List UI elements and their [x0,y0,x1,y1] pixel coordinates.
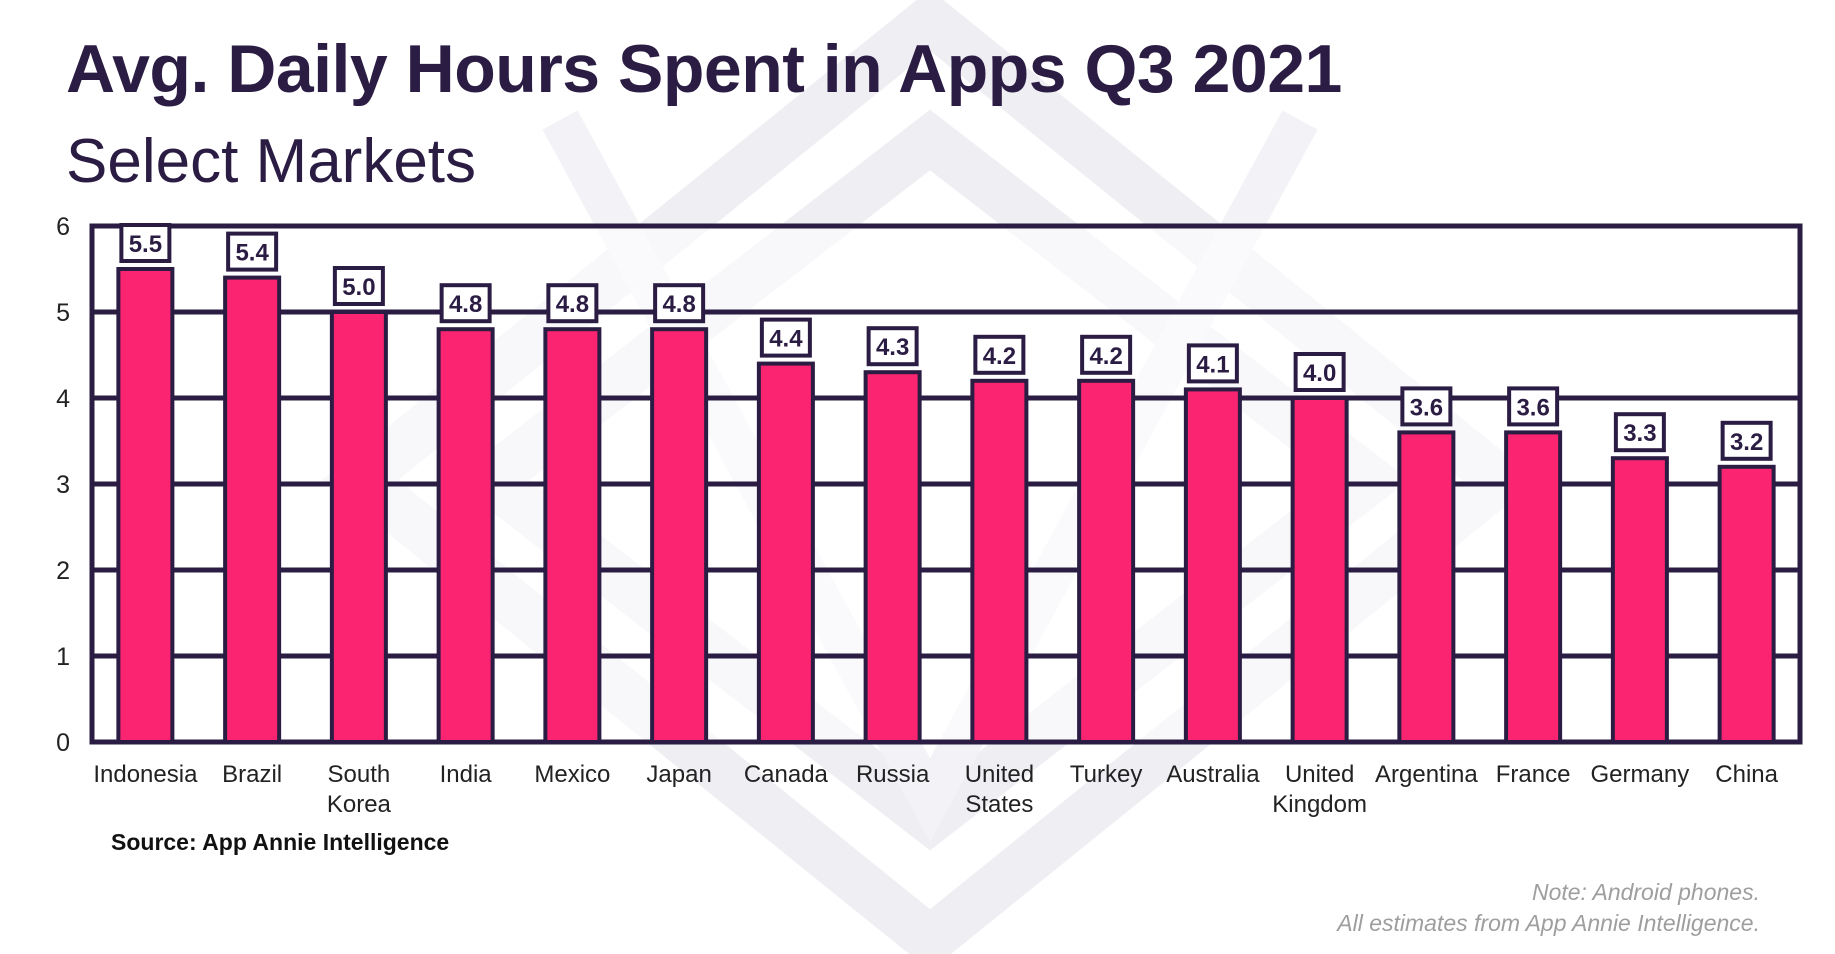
y-tick-label: 3 [56,471,70,499]
x-tick-label-line: Australia [1166,761,1260,788]
x-tick-label-line: Canada [744,761,829,788]
value-label-box [1400,386,1453,427]
x-tick-label-line: Korea [327,791,392,818]
bar [650,327,709,744]
x-tick-label: United Kingdom [1272,761,1367,818]
bar [970,378,1029,744]
y-tick-label: 2 [56,557,70,585]
x-tick-label-line: Kingdom [1272,791,1367,818]
bar [329,310,388,744]
value-label-box [653,283,706,324]
value-label: 4.8 [662,291,695,318]
x-tick-label-line: Germany [1591,761,1690,788]
x-tick-label-line: Mexico [534,761,610,788]
x-tick-label: Brazil [222,761,282,788]
value-label: 3.6 [1516,394,1549,421]
source-note: Source: App Annie Intelligence [111,829,450,855]
bar [1717,464,1776,744]
bar [1504,430,1563,744]
chart-title: Avg. Daily Hours Spent in Apps Q3 2021 [66,31,1342,107]
bar [1077,378,1136,744]
value-label-box [439,283,492,324]
x-tick-label: Mexico [534,761,610,788]
value-label-box [1720,420,1773,461]
chart-subtitle: Select Markets [66,127,477,196]
value-label-box [759,317,812,358]
x-tick-label-line: United [1285,761,1354,788]
value-label-box [1613,412,1666,453]
x-tick-label-line: Brazil [222,761,282,788]
y-tick-label: 5 [56,299,70,327]
x-tick-label-line: Indonesia [93,761,198,788]
note-line: Note: Android phones. [1531,879,1760,905]
value-label-box [1507,386,1560,427]
y-tick-label: 4 [56,385,70,413]
value-label-box [1293,352,1346,392]
x-tick-label: United States [965,761,1034,818]
x-tick-label-line: Argentina [1375,761,1478,788]
x-tick-label: Indonesia [93,761,198,788]
x-tick-label-line: United [965,761,1034,788]
value-label: 3.2 [1730,429,1763,456]
value-label: 4.1 [1196,351,1229,378]
note-line: All estimates from App Annie Intelligenc… [1337,910,1760,936]
value-label-box [973,334,1026,375]
value-label-box [546,283,599,324]
bar [1397,430,1456,744]
x-tick-label-line: France [1496,761,1571,788]
x-tick-label: China [1715,761,1778,788]
x-tick-label: Argentina [1375,761,1478,788]
x-tick-label: Turkey [1070,761,1142,788]
value-label: 4.4 [769,326,803,353]
x-tick-label-line: States [965,791,1033,818]
value-label: 3.6 [1410,394,1443,421]
x-tick-label: India [440,761,493,788]
x-tick-label-line: Japan [646,761,711,788]
bar [863,370,922,744]
value-label: 5.4 [235,240,269,267]
value-label-box [332,266,385,306]
x-tick-label-line: South [328,761,391,788]
value-label: 4.2 [983,343,1016,370]
x-tick-label: Russia [856,761,930,788]
value-label-box [226,231,279,272]
value-label-box [866,326,919,367]
y-tick-label: 6 [56,213,70,241]
x-tick-label: Germany [1591,761,1690,788]
y-tick-label: 1 [56,643,70,671]
value-label: 5.5 [129,231,162,258]
x-tick-label-line: Turkey [1070,761,1142,788]
value-label-box [119,223,172,263]
y-tick-label: 0 [56,729,70,757]
bar [756,361,815,744]
x-tick-label: Japan [646,761,711,788]
x-tick-label-line: China [1715,761,1778,788]
x-tick-label: South Korea [327,761,392,818]
bar [1610,456,1669,744]
x-tick-label: France [1496,761,1571,788]
bar [543,327,602,744]
bar [223,275,282,744]
value-label: 4.2 [1089,343,1122,370]
value-label: 5.0 [342,274,375,301]
x-tick-label: Australia [1166,761,1260,788]
x-tick-label-line: India [440,761,493,788]
plot-frame [89,223,1803,745]
bar [1290,396,1349,744]
x-tick-label-line: Russia [856,761,930,788]
bar [116,267,175,744]
value-label: 4.3 [876,334,909,361]
bar [1183,387,1242,744]
estimate-note: Note: Android phones. All estimates from… [1337,877,1760,939]
bar [436,327,495,744]
value-label: 4.8 [449,291,482,318]
x-tick-label: Canada [744,761,829,788]
value-label-box [1080,334,1133,375]
value-label: 3.3 [1623,420,1656,447]
value-label-box [1186,343,1239,384]
value-label: 4.8 [556,291,589,318]
value-label: 4.0 [1303,360,1336,387]
